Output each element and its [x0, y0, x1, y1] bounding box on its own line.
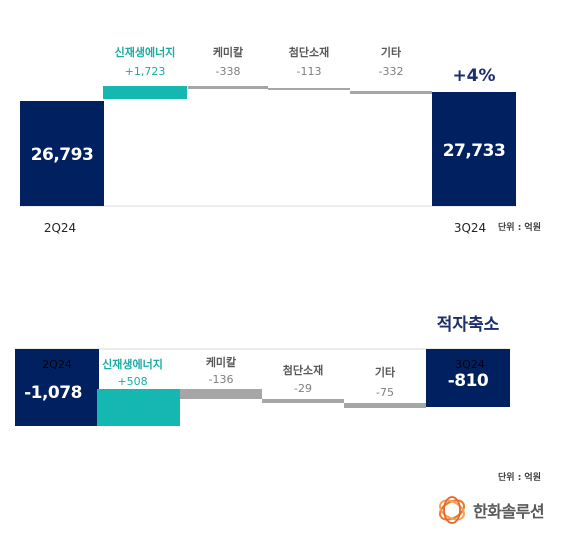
hanwha-logo-icon — [438, 496, 466, 524]
unit-label: 단위 : 억원 — [498, 223, 541, 233]
period-label-start: 2Q24 — [42, 358, 72, 371]
step-value-label: -29 — [294, 382, 312, 395]
bar-step-3 — [262, 399, 344, 403]
bar-step-4 — [350, 91, 432, 94]
step-value-label: -75 — [376, 386, 394, 399]
step-value-label: -332 — [379, 65, 404, 78]
bar-step-2 — [180, 389, 262, 399]
bar-start-value: -1,078 — [24, 383, 82, 403]
unit-label: 단위 : 억원 — [498, 473, 541, 483]
category-label: 신재생에너지 — [115, 45, 176, 59]
bar-end — [426, 349, 510, 407]
category-label: 케미칼 — [213, 45, 243, 59]
bar-step-3 — [268, 88, 350, 90]
company-logo: 한화솔루션 — [436, 494, 545, 526]
bar-step-1 — [103, 86, 187, 99]
category-label: 기타 — [375, 365, 396, 379]
step-value-label: -113 — [297, 65, 322, 78]
bar-end-value: -810 — [448, 371, 489, 391]
period-label-end: 3Q24 — [455, 358, 485, 371]
revenue-waterfall-chart: 26,793 2Q24 신재생에너지 +1,723 케미칼 -338 첨단소재 -113 기타 -… — [20, 45, 516, 235]
category-label: 첨단소재 — [289, 45, 329, 59]
bar-end — [432, 92, 516, 206]
change-label: 적자축소 — [437, 315, 500, 335]
step-value-label: +1,723 — [125, 65, 166, 78]
period-label-start: 2Q24 — [44, 221, 76, 235]
bar-end-value: 27,733 — [443, 141, 506, 161]
change-label: +4% — [452, 66, 495, 86]
bar-step-2 — [188, 86, 268, 89]
bar-start — [15, 349, 99, 426]
bar-step-1 — [97, 389, 180, 426]
category-label: 기타 — [381, 45, 402, 59]
company-name: 한화솔루션 — [473, 502, 545, 521]
step-value-label: +508 — [117, 375, 147, 388]
step-value-label: -136 — [209, 373, 234, 386]
category-label: 첨단소재 — [283, 363, 323, 377]
bar-start-value: 26,793 — [31, 145, 94, 165]
category-label: 케미칼 — [206, 355, 236, 369]
bar-start — [20, 101, 104, 206]
step-value-label: -338 — [216, 65, 241, 78]
period-label-end: 3Q24 — [454, 221, 486, 235]
category-label: 신재생에너지 — [102, 357, 163, 371]
bar-step-4 — [344, 403, 426, 408]
